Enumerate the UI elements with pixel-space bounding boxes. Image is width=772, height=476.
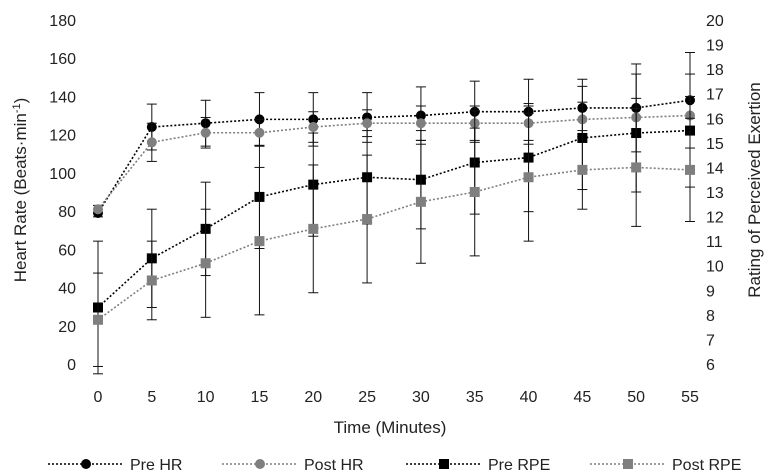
series-line (97, 114, 691, 210)
data-point (469, 187, 480, 197)
data-point (308, 122, 319, 133)
right-y-tick-label: 20 (706, 13, 724, 30)
data-point (577, 164, 588, 175)
left-y-tick-label: 40 (58, 281, 76, 298)
data-point (362, 118, 373, 129)
data-point (93, 204, 103, 215)
series-layer (93, 51, 695, 375)
x-tick-label: 20 (304, 389, 322, 406)
left-y-tick-label: 20 (58, 319, 76, 336)
series-line (97, 99, 691, 214)
left-y-axis-label-sup: -1 (11, 103, 23, 113)
right-y-tick-label: 9 (706, 283, 715, 300)
left-y-tick-label: 160 (49, 51, 76, 68)
right-y-axis-label: Rating of Perceived Exertion (745, 82, 764, 297)
left-y-tick-label: 100 (49, 166, 76, 183)
data-point (200, 258, 211, 269)
right-y-tick-label: 11 (706, 234, 723, 251)
left-y-axis-label-main: Heart Rate (Beats·min (11, 113, 30, 282)
legend-item: Post RPE (590, 457, 741, 474)
axes: 0204060801001201401601806789101112131415… (49, 13, 724, 406)
data-point (146, 137, 157, 148)
data-point (254, 127, 265, 138)
series-line (97, 166, 691, 321)
legend-label: Post HR (304, 457, 364, 474)
series-line (97, 129, 691, 309)
x-tick-label: 10 (197, 389, 215, 406)
x-tick-label: 30 (412, 389, 430, 406)
legend-marker (623, 459, 633, 469)
right-y-tick-label: 10 (706, 259, 724, 276)
right-y-tick-label: 6 (706, 357, 715, 374)
data-point (254, 236, 265, 247)
left-y-tick-label: 80 (58, 204, 76, 221)
series-post-hr (93, 95, 695, 215)
right-y-tick-label: 18 (706, 62, 724, 79)
x-axis-label: Time (Minutes) (334, 418, 447, 437)
series-post-rpe (93, 107, 695, 367)
right-y-tick-label: 17 (706, 87, 724, 104)
right-y-tick-label: 12 (706, 210, 724, 227)
data-point (415, 196, 426, 207)
right-y-tick-label: 8 (706, 308, 715, 325)
series-pre-hr (93, 51, 695, 219)
legend-item: Pre RPE (406, 457, 550, 474)
right-y-tick-label: 14 (706, 160, 724, 177)
data-point (631, 162, 642, 173)
right-y-tick-label: 19 (706, 38, 724, 55)
right-y-tick-label: 13 (706, 185, 724, 202)
data-point (200, 127, 211, 138)
legend: Pre HR Post HR Pre RPE Post RPE (48, 457, 741, 474)
x-tick-label: 15 (251, 389, 269, 406)
left-y-axis-label-close: ) (11, 98, 30, 104)
left-y-axis-label: Heart Rate (Beats·min-1) (11, 98, 30, 283)
x-tick-label: 50 (627, 389, 645, 406)
x-tick-label: 45 (573, 389, 591, 406)
left-y-tick-label: 120 (49, 128, 76, 145)
legend-marker (439, 459, 449, 469)
left-y-tick-label: 180 (49, 13, 76, 30)
legend-marker (81, 459, 91, 469)
legend-item: Post HR (222, 457, 364, 474)
data-point (146, 275, 157, 286)
left-y-tick-label: 140 (49, 89, 76, 106)
x-tick-label: 0 (94, 389, 103, 406)
legend-label: Post RPE (672, 457, 741, 474)
x-tick-label: 25 (358, 389, 376, 406)
right-y-tick-label: 7 (706, 332, 715, 349)
data-point (523, 172, 534, 183)
legend-label: Pre HR (130, 457, 182, 474)
x-tick-label: 35 (466, 389, 484, 406)
x-tick-label: 5 (147, 389, 156, 406)
x-tick-label: 55 (681, 389, 699, 406)
legend-label: Pre RPE (488, 457, 550, 474)
data-point (685, 164, 695, 175)
data-point (93, 314, 103, 325)
data-point (362, 214, 373, 225)
left-y-tick-label: 60 (58, 242, 76, 259)
right-y-tick-label: 15 (706, 136, 724, 153)
left-y-tick-label: 0 (67, 357, 76, 374)
legend-marker (255, 459, 265, 469)
data-point (308, 223, 319, 234)
legend-item: Pre HR (48, 457, 182, 474)
x-tick-label: 40 (520, 389, 538, 406)
right-y-tick-label: 16 (706, 111, 724, 128)
data-point (415, 118, 426, 129)
